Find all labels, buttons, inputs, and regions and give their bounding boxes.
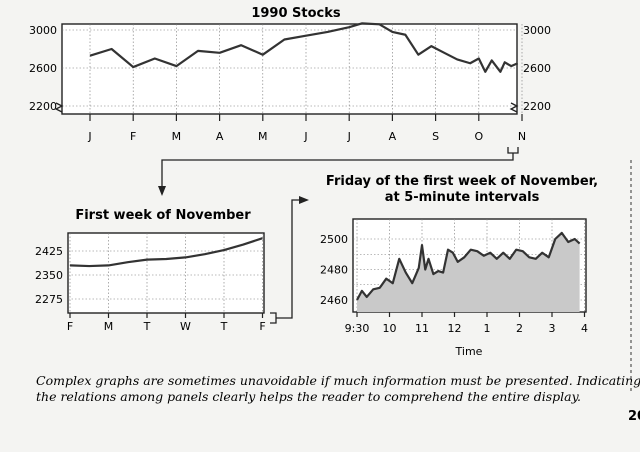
x-tick-label-month: M (172, 130, 182, 143)
x-tick-label-time: 3 (549, 322, 556, 335)
series-line-1990 (89, 22, 519, 73)
y-tick-label: 2460 (320, 294, 348, 307)
x-tick-label-day: W (180, 320, 191, 333)
x-tick-label-day: M (104, 320, 114, 333)
y-tick-label: 2425 (35, 245, 63, 258)
y-tick-label: 2500 (320, 233, 348, 246)
series-line-week (69, 237, 263, 268)
y-tick-label: 2350 (35, 269, 63, 282)
connector-to-friday (276, 199, 300, 319)
panel-friday: Friday of the first week of November, at… (320, 174, 598, 358)
x-tick-label-time: 4 (581, 322, 588, 335)
x-tick-label-time: 1 (484, 322, 491, 335)
y-tick-label-right: 2200 (523, 100, 551, 113)
x-tick-label-month: F (130, 130, 136, 143)
friday-x-axis-label: Time (455, 345, 483, 358)
panel-week-frame (67, 232, 265, 314)
panel-friday-title: Friday of the first week of November, (326, 174, 598, 189)
x-tick-label-month: S (432, 130, 439, 143)
x-tick-label-time: 2 (516, 322, 523, 335)
panel-1990-stocks: 1990 Stocks 3000 2600 2200 3000 2600 2200 J F… (29, 6, 551, 143)
x-tick-label-month: M (258, 130, 268, 143)
x-tick-label-month: A (389, 130, 397, 143)
x-tick-label-day: F (259, 320, 265, 333)
november-bracket (507, 147, 519, 154)
y-tick-label-left: 3000 (29, 24, 57, 37)
friday-bracket (270, 312, 277, 324)
axis-break-right (509, 102, 519, 113)
x-tick-label-month: A (216, 130, 224, 143)
y-tick-label-left: 2200 (29, 100, 57, 113)
caption-line-2: the relations among panels clearly helps… (36, 389, 581, 404)
x-tick-label-month: J (347, 130, 351, 143)
caption-line-1: Complex graphs are sometimes unavoidable… (36, 373, 640, 388)
series-line-friday (356, 231, 581, 301)
x-tick-label-time: 12 (448, 322, 462, 335)
x-tick-label-time: 9:30 (345, 322, 370, 335)
connector-arrowhead-week (158, 186, 166, 196)
y-tick-label: 2480 (320, 264, 348, 277)
x-tick-label-day: T (220, 320, 228, 333)
x-tick-label-time: 10 (383, 322, 397, 335)
panel-friday-subtitle: at 5-minute intervals (385, 190, 540, 205)
connector-to-week (161, 153, 514, 187)
x-tick-label-month: N (518, 130, 526, 143)
x-tick-label-day: T (143, 320, 151, 333)
axis-break-left (54, 102, 64, 113)
x-tick-label-month: O (474, 130, 483, 143)
y-tick-label-right: 3000 (523, 24, 551, 37)
panel-first-week: First week of November 2425 2350 2275 F M T W… (35, 208, 266, 333)
connector-arrowhead-friday (299, 196, 309, 204)
x-tick-label-time: 11 (415, 322, 429, 335)
x-tick-label-month: J (87, 130, 91, 143)
y-tick-label-right: 2600 (523, 62, 551, 75)
x-tick-label-month: J (303, 130, 307, 143)
x-tick-label-day: F (67, 320, 73, 333)
page-number: 20 (628, 409, 640, 424)
panel-week-title: First week of November (75, 208, 251, 223)
y-tick-label: 2275 (35, 293, 63, 306)
y-tick-label-left: 2600 (29, 62, 57, 75)
panel-1990-title: 1990 Stocks (251, 6, 341, 21)
